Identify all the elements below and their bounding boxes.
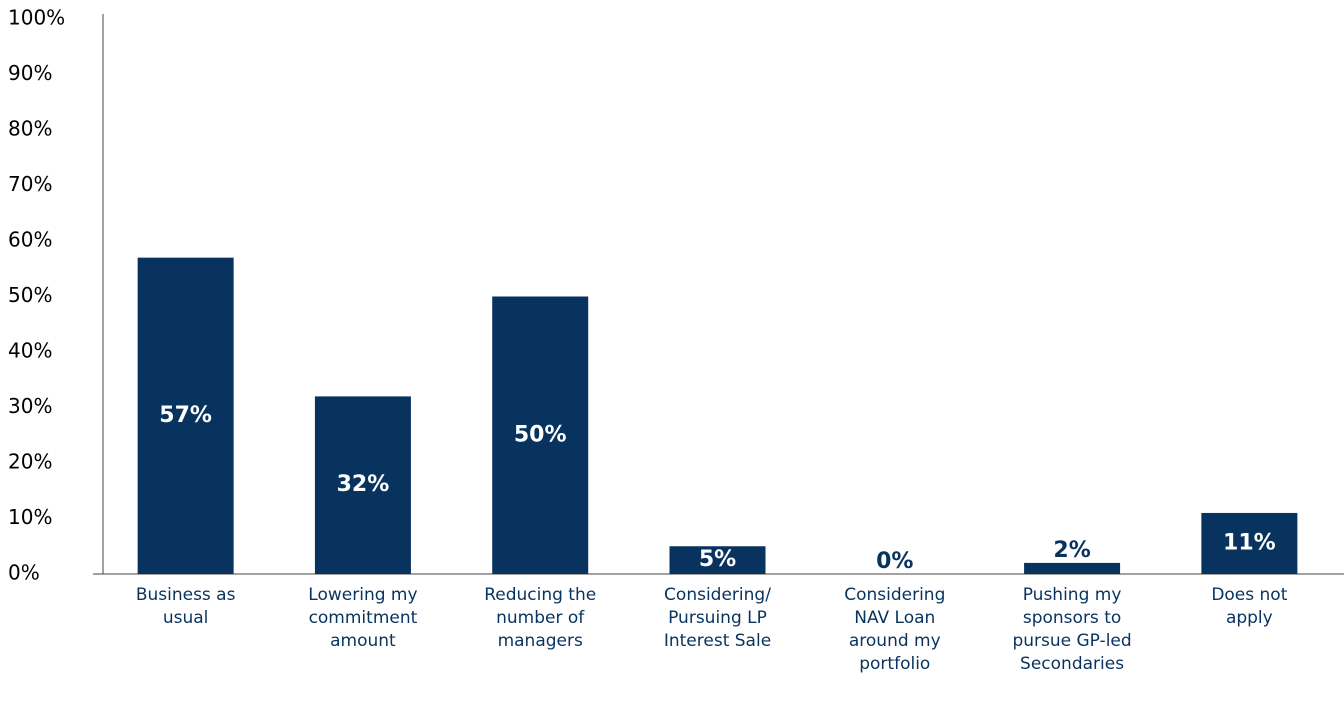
value-label: 57% — [159, 403, 212, 428]
y-tick-label: 70% — [8, 172, 52, 196]
bar — [1024, 562, 1121, 574]
y-tick-label: 80% — [8, 117, 52, 141]
value-label: 5% — [699, 547, 736, 572]
y-tick-label: 30% — [8, 394, 52, 418]
y-tick-label: 90% — [8, 61, 52, 85]
bar — [137, 257, 234, 574]
y-tick-label: 100% — [8, 6, 65, 30]
y-tick-label: 60% — [8, 228, 52, 252]
y-tick-label: 10% — [8, 505, 52, 529]
bar — [314, 396, 411, 574]
value-label: 32% — [337, 472, 390, 497]
y-tick-label: 20% — [8, 450, 52, 474]
x-tick-label: Business as usual — [135, 585, 236, 628]
x-tick-label: Pushing my sponsors to pursue GP-led Sec… — [1012, 585, 1132, 674]
y-tick-label: 50% — [8, 283, 52, 307]
x-tick-label: Reducing the number of managers — [484, 585, 597, 651]
y-tick-label: 0% — [8, 561, 40, 585]
value-label: 0% — [876, 549, 913, 574]
bar — [1201, 512, 1298, 574]
x-tick-label: Lowering my commitment amount — [308, 585, 418, 651]
bar — [492, 296, 589, 574]
x-tick-label: Considering/ Pursuing LP Interest Sale — [663, 585, 772, 651]
y-tick-label: 40% — [8, 339, 52, 363]
value-label: 2% — [1053, 538, 1090, 563]
x-tick-label: Does not apply — [1211, 585, 1288, 628]
value-label: 50% — [514, 422, 567, 447]
x-tick-label: Considering NAV Loan around my portfolio — [844, 585, 946, 674]
value-label: 11% — [1223, 530, 1276, 555]
bar — [669, 546, 766, 574]
